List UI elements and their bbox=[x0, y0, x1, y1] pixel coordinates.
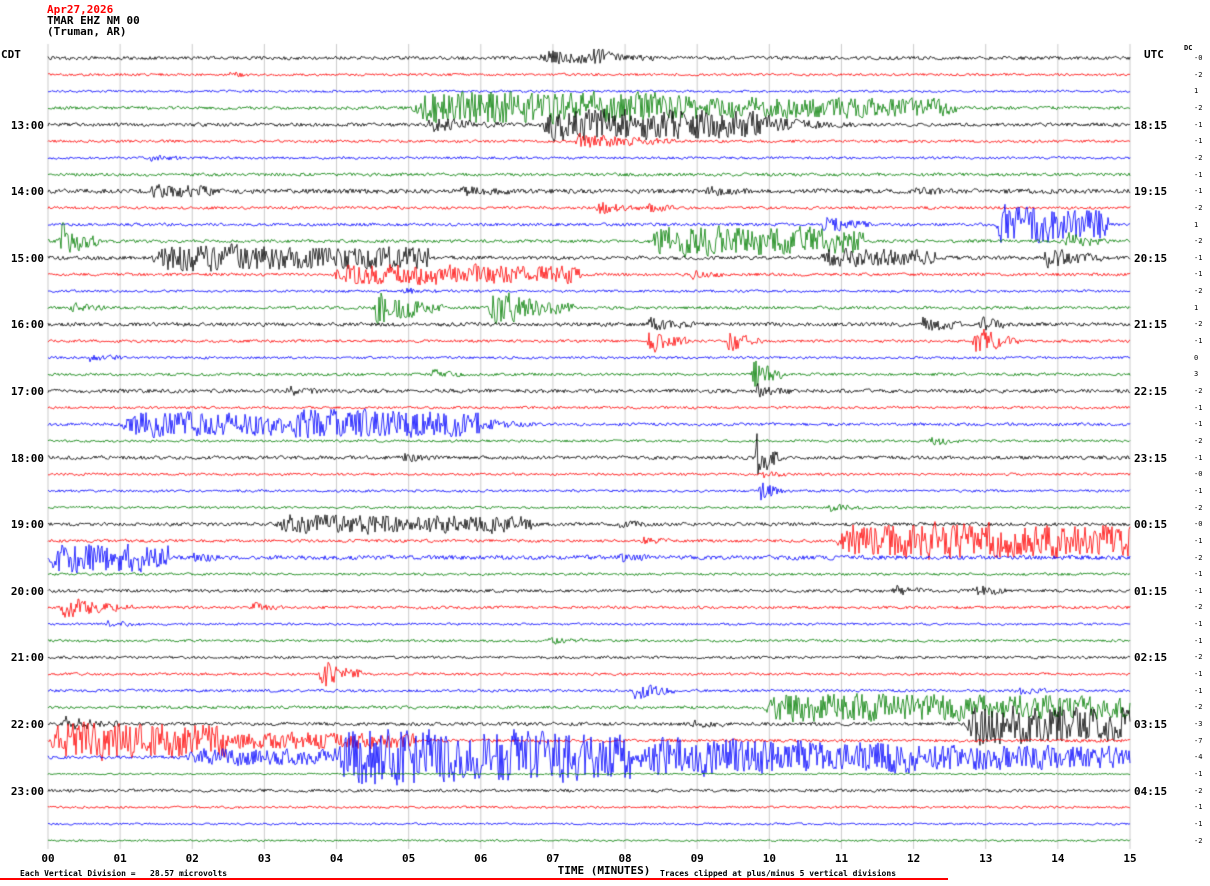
x-tick-label: 08 bbox=[618, 852, 632, 865]
x-axis-title: TIME (MINUTES) bbox=[557, 864, 651, 877]
right-time-label: 18:15 bbox=[1134, 118, 1168, 132]
dc-value: -1 bbox=[1194, 120, 1203, 129]
right-time-label: 19:15 bbox=[1134, 185, 1168, 199]
x-tick-label: 15 bbox=[1123, 852, 1137, 865]
dc-value: -1 bbox=[1194, 620, 1203, 629]
right-time-label: 01:15 bbox=[1134, 584, 1168, 598]
record-date: Apr27,2026 bbox=[47, 3, 114, 16]
dc-value: -2 bbox=[1194, 836, 1203, 845]
left-time-label: 14:00 bbox=[10, 185, 44, 199]
dc-value: -2 bbox=[1194, 503, 1203, 512]
dc-value: -2 bbox=[1194, 203, 1203, 212]
dc-value: -2 bbox=[1194, 436, 1203, 445]
left-time-label: 19:00 bbox=[10, 518, 44, 532]
x-tick-label: 03 bbox=[257, 852, 272, 865]
dc-value: -1 bbox=[1194, 803, 1203, 812]
x-tick-label: 01 bbox=[113, 852, 127, 865]
dc-value: -1 bbox=[1194, 453, 1203, 462]
dc-value: -1 bbox=[1194, 170, 1203, 179]
dc-value: 1 bbox=[1194, 220, 1199, 229]
clip-note: Traces clipped at plus/minus 5 vertical … bbox=[660, 869, 897, 878]
footer-divider-line bbox=[0, 878, 948, 880]
x-tick-label: 05 bbox=[402, 852, 416, 865]
dc-value: -1 bbox=[1194, 486, 1203, 495]
right-time-label: 00:15 bbox=[1134, 518, 1168, 532]
left-time-label: 18:00 bbox=[10, 451, 44, 465]
dc-value: -2 bbox=[1194, 553, 1203, 562]
dc-value: -7 bbox=[1194, 736, 1203, 745]
dc-value: 0 bbox=[1194, 353, 1199, 362]
x-tick-label: 13 bbox=[979, 852, 993, 865]
dc-value: -1 bbox=[1194, 586, 1203, 595]
dc-value: -1 bbox=[1194, 636, 1203, 645]
dc-value: -1 bbox=[1194, 819, 1203, 828]
dc-offset-header: DC bbox=[1184, 44, 1193, 52]
dc-value: -1 bbox=[1194, 686, 1203, 695]
dc-value: -0 bbox=[1194, 520, 1203, 529]
dc-value: 1 bbox=[1194, 87, 1199, 96]
left-time-label: 23:00 bbox=[10, 784, 44, 798]
dc-value: -2 bbox=[1194, 603, 1203, 612]
x-tick-label: 11 bbox=[834, 852, 849, 865]
left-time-label: 16:00 bbox=[10, 318, 44, 332]
right-time-label: 21:15 bbox=[1134, 318, 1168, 332]
dc-value: -1 bbox=[1194, 137, 1203, 146]
right-time-label: 23:15 bbox=[1134, 451, 1168, 465]
dc-value: -0 bbox=[1194, 470, 1203, 479]
dc-value: -2 bbox=[1194, 237, 1203, 246]
left-time-label: 21:00 bbox=[10, 651, 44, 665]
x-tick-label: 02 bbox=[185, 852, 199, 865]
dc-value: -1 bbox=[1194, 420, 1203, 429]
dc-value: -2 bbox=[1194, 653, 1203, 662]
station-location: (Truman, AR) bbox=[47, 25, 127, 38]
x-tick-label: 10 bbox=[762, 852, 776, 865]
dc-value: -1 bbox=[1194, 570, 1203, 579]
left-time-label: 15:00 bbox=[10, 251, 44, 265]
dc-value: -2 bbox=[1194, 287, 1203, 296]
x-tick-label: 09 bbox=[690, 852, 704, 865]
dc-value: -2 bbox=[1194, 153, 1203, 162]
dc-value: -1 bbox=[1194, 337, 1203, 346]
left-time-label: 13:00 bbox=[10, 118, 44, 132]
dc-value: -1 bbox=[1194, 187, 1203, 196]
dc-value: -1 bbox=[1194, 536, 1203, 545]
right-time-label: 20:15 bbox=[1134, 251, 1168, 265]
station-code: TMAR EHZ NM 00 bbox=[47, 14, 140, 27]
dc-value: -3 bbox=[1194, 720, 1203, 728]
dc-value: -2 bbox=[1194, 703, 1203, 712]
dc-value: -2 bbox=[1194, 320, 1203, 329]
dc-value: -1 bbox=[1194, 253, 1203, 262]
dc-value: -2 bbox=[1194, 786, 1203, 795]
left-time-label: 17:00 bbox=[10, 385, 44, 398]
dc-value: -1 bbox=[1194, 670, 1203, 679]
right-time-label: 22:15 bbox=[1134, 385, 1168, 398]
left-timezone-label: CDT bbox=[1, 48, 21, 61]
x-tick-label: 04 bbox=[329, 852, 344, 865]
right-time-label: 03:15 bbox=[1134, 718, 1168, 731]
left-time-label: 20:00 bbox=[10, 584, 44, 598]
x-tick-label: 00 bbox=[41, 852, 55, 865]
x-tick-label: 06 bbox=[474, 852, 488, 865]
dc-value: -2 bbox=[1194, 387, 1203, 395]
dc-value: -4 bbox=[1194, 753, 1203, 762]
right-time-label: 02:15 bbox=[1134, 651, 1168, 665]
dc-value: -1 bbox=[1194, 403, 1203, 412]
vertical-division-scale-note: Each Vertical Division = 28.57 microvolt… bbox=[20, 869, 228, 878]
dc-value: -1 bbox=[1194, 270, 1203, 279]
dc-value: -2 bbox=[1194, 103, 1203, 112]
dc-value: -2 bbox=[1194, 70, 1203, 79]
dc-value: -0 bbox=[1194, 54, 1203, 62]
x-tick-label: 14 bbox=[1051, 852, 1065, 865]
right-timezone-label: UTC bbox=[1144, 48, 1164, 61]
dc-value: 1 bbox=[1194, 303, 1199, 312]
left-time-label: 22:00 bbox=[10, 718, 44, 731]
x-tick-label: 12 bbox=[906, 852, 921, 865]
dc-value: 3 bbox=[1194, 370, 1199, 379]
dc-value: -1 bbox=[1194, 769, 1203, 778]
right-time-label: 04:15 bbox=[1134, 784, 1168, 798]
x-tick-label: 07 bbox=[546, 852, 560, 865]
